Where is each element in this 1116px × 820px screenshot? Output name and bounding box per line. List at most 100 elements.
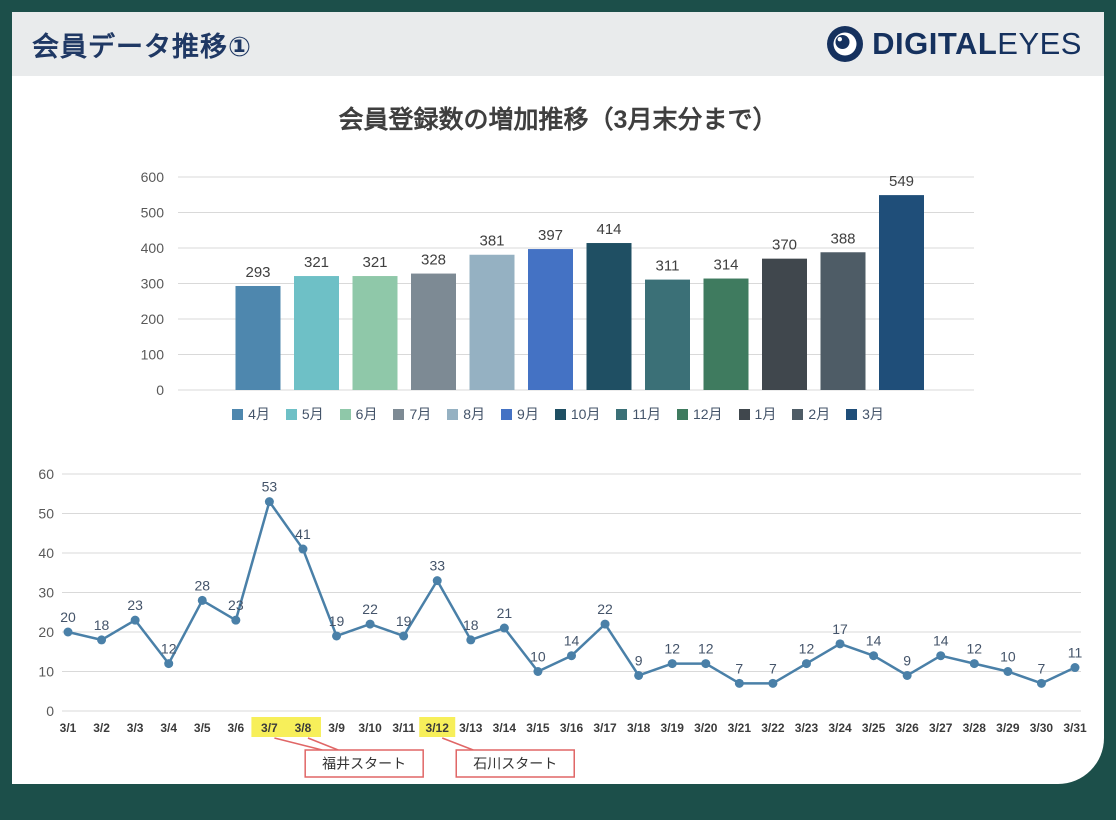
- y-axis-tick-label: 0: [46, 703, 54, 719]
- legend-item-3月: 3月: [846, 404, 884, 424]
- bar-11月: [645, 279, 690, 390]
- legend-swatch: [339, 408, 351, 420]
- data-point-3/31: [1070, 663, 1080, 673]
- data-point-3/8: [298, 544, 308, 554]
- data-point-3/20: [701, 659, 711, 669]
- line-chart: 0 10 20 30 40 50 60 3/1 3/2 3/3 3/4 3/5 3/6 3/7 3/8 3/9…: [38, 466, 1087, 778]
- y-axis-tick-label: 600: [141, 169, 165, 185]
- bar-10月: [586, 243, 632, 390]
- point-value-label: 23: [228, 597, 244, 613]
- point-value-label: 7: [769, 660, 777, 676]
- annotation-connector: [441, 737, 474, 751]
- point-value-label: 9: [903, 652, 911, 668]
- x-axis-tick-label: 3/18: [627, 721, 651, 735]
- y-axis-tick-label: 40: [38, 545, 54, 561]
- point-value-label: 14: [933, 633, 949, 649]
- point-value-label: 12: [799, 641, 815, 657]
- x-axis-tick-label: 3/2: [93, 721, 110, 735]
- point-value-label: 17: [832, 621, 848, 637]
- y-axis-tick-label: 200: [141, 311, 165, 327]
- x-axis-tick-label: 3/20: [694, 721, 718, 735]
- bar-3月: [879, 195, 924, 390]
- x-axis-tick-label: 3/28: [963, 721, 987, 735]
- x-axis-tick-label: 3/16: [560, 721, 584, 735]
- data-point-3/10: [365, 619, 375, 629]
- point-value-label: 22: [362, 601, 378, 617]
- legend-swatch: [232, 408, 244, 420]
- page-title: 会員データ推移①: [32, 31, 252, 62]
- point-value-label: 21: [497, 605, 513, 621]
- legend-item-10月: 10月: [554, 404, 601, 424]
- data-point-3/19: [667, 659, 677, 669]
- bar-6月: [352, 276, 398, 390]
- legend-swatch: [616, 408, 628, 420]
- bar-8月: [469, 254, 515, 390]
- x-axis-tick-label: 3/12: [426, 721, 450, 735]
- data-point-3/15: [533, 667, 543, 676]
- logo-text: DIGITALEYES: [872, 26, 1082, 62]
- logo-text-digital: DIGITAL: [872, 26, 998, 61]
- data-point-3/28: [969, 659, 979, 669]
- x-axis-tick-label: 3/5: [194, 721, 211, 735]
- point-value-label: 41: [295, 526, 311, 542]
- bar-value-label: 397: [538, 227, 563, 244]
- data-point-3/26: [902, 670, 912, 680]
- data-point-3/29: [1003, 667, 1013, 676]
- point-value-label: 12: [664, 641, 680, 657]
- x-axis-tick-label: 3/8: [295, 721, 312, 735]
- xlabel-highlight-3/8: [284, 717, 321, 737]
- x-axis-tick-label: 3/13: [459, 721, 483, 735]
- legend-label: 7月: [409, 406, 432, 422]
- legend-swatch: [393, 408, 405, 420]
- y-axis-tick-label: 60: [38, 466, 54, 482]
- point-value-label: 10: [1000, 649, 1016, 665]
- point-value-label: 23: [127, 597, 143, 613]
- logo-text-eyes: EYES: [997, 26, 1082, 61]
- slide-page: 会員データ推移① DIGITALEYES 会員登録数の増加推移（3月末分まで） …: [12, 12, 1104, 784]
- point-value-label: 14: [866, 633, 882, 649]
- bar-value-label: 321: [362, 254, 387, 271]
- data-point-3/1: [63, 627, 73, 637]
- data-point-3/12: [432, 576, 442, 586]
- x-axis-tick-label: 3/4: [160, 721, 177, 735]
- xlabel-highlight-3/7: [251, 717, 288, 737]
- eye-logo-icon: [827, 26, 864, 62]
- data-point-3/22: [768, 678, 778, 688]
- legend-item-9月: 9月: [501, 404, 539, 424]
- annotation-label: 福井スタート: [322, 756, 406, 772]
- point-value-label: 33: [429, 558, 445, 574]
- point-value-label: 14: [564, 633, 580, 649]
- bar-value-label: 388: [830, 230, 855, 247]
- legend-swatch: [554, 408, 566, 420]
- company-logo: DIGITALEYES: [825, 24, 1082, 64]
- data-point-3/3: [130, 615, 140, 625]
- bar-4月: [235, 285, 281, 390]
- x-axis-tick-label: 3/22: [761, 721, 785, 735]
- legend-item-2月: 2月: [792, 404, 830, 424]
- x-axis-tick-label: 3/10: [358, 721, 382, 735]
- x-axis-tick-label: 3/1: [60, 721, 77, 735]
- bar-chart-legend: 4月 5月 6月 7月 8月 9月 10月 11月 12月 1月 2月 3月: [12, 402, 1104, 426]
- legend-item-8月: 8月: [447, 404, 485, 424]
- y-axis-tick-label: 50: [38, 506, 54, 522]
- bar-value-label: 293: [245, 264, 270, 281]
- point-value-label: 20: [60, 609, 76, 625]
- data-point-3/16: [567, 651, 576, 661]
- legend-label: 4月: [248, 406, 270, 422]
- point-value-label: 12: [161, 641, 177, 657]
- data-point-3/11: [399, 631, 409, 641]
- y-axis-tick-label: 10: [38, 664, 54, 680]
- x-axis-tick-label: 3/17: [593, 721, 617, 735]
- xlabel-highlight-3/12: [419, 717, 456, 737]
- bar-value-label: 381: [479, 233, 504, 250]
- data-point-3/13: [466, 635, 476, 645]
- legend-label: 10月: [570, 406, 601, 422]
- legend-label: 2月: [808, 406, 831, 422]
- legend-item-5月: 5月: [285, 404, 324, 424]
- x-axis-tick-label: 3/19: [661, 721, 685, 735]
- legend-label: 5月: [301, 406, 324, 422]
- header-bar: 会員データ推移① DIGITALEYES: [12, 12, 1104, 76]
- bar-value-label: 328: [421, 252, 446, 269]
- legend-swatch: [738, 408, 750, 420]
- legend-item-12月: 12月: [676, 404, 723, 424]
